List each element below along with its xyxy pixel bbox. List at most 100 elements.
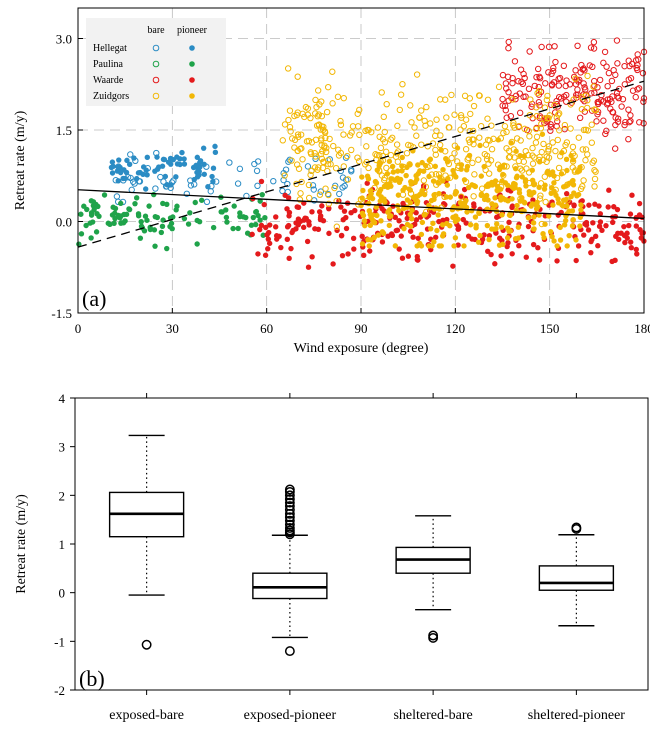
scatter-point bbox=[307, 171, 314, 179]
scatter-point bbox=[378, 89, 385, 96]
scatter-point bbox=[501, 123, 509, 130]
scatter-point bbox=[476, 134, 483, 141]
scatter-point bbox=[478, 185, 486, 192]
scatter-point bbox=[531, 181, 537, 188]
scatter-point bbox=[572, 67, 579, 74]
scatter-point bbox=[627, 117, 634, 125]
scatter-point bbox=[263, 224, 269, 231]
scatter-point bbox=[558, 171, 565, 177]
scatter-point bbox=[118, 220, 124, 226]
scatter-point bbox=[306, 219, 312, 225]
scatter-point bbox=[535, 99, 543, 106]
outlier-point bbox=[284, 522, 295, 533]
category-label-sheltered-bare: sheltered-bare bbox=[393, 708, 472, 723]
scatter-point bbox=[445, 124, 453, 131]
scatter-point bbox=[355, 158, 363, 165]
scatter-point bbox=[278, 244, 284, 251]
scatter-point bbox=[105, 220, 111, 226]
scatter-point bbox=[478, 191, 485, 197]
legend-marker-pioneer bbox=[189, 45, 195, 51]
scatter-point bbox=[433, 116, 440, 123]
scatter-point bbox=[520, 93, 527, 101]
scatter-point bbox=[627, 211, 634, 217]
scatter-point bbox=[432, 146, 439, 154]
scatter-point bbox=[442, 96, 449, 103]
scatter-point bbox=[390, 169, 397, 175]
scatter-point bbox=[254, 158, 262, 165]
scatter-point bbox=[305, 137, 313, 145]
scatter-point bbox=[285, 116, 292, 124]
scatter-point bbox=[290, 227, 296, 234]
scatter-point bbox=[626, 118, 633, 126]
scatter-point bbox=[563, 91, 570, 99]
scatter-point bbox=[481, 163, 487, 170]
scatter-ticks: 0 30 60 90 120 150 180 -1.5 0.0 1.5 3.0 bbox=[51, 32, 650, 337]
scatter-point bbox=[410, 234, 416, 240]
scatter-point bbox=[466, 95, 474, 102]
scatter-point bbox=[418, 141, 425, 148]
scatter-point bbox=[226, 159, 233, 166]
scatter-point bbox=[559, 202, 565, 208]
scatter-point bbox=[249, 231, 255, 238]
scatter-point bbox=[304, 111, 312, 118]
scatter-point bbox=[329, 100, 336, 107]
scatter-point bbox=[435, 212, 441, 218]
scatter-point bbox=[154, 154, 160, 160]
scatter-point bbox=[547, 228, 554, 235]
scatter-point bbox=[266, 240, 273, 247]
scatter-point bbox=[113, 193, 121, 200]
scatter-point bbox=[614, 206, 621, 213]
outlier-point bbox=[284, 519, 295, 530]
scatter-point bbox=[261, 201, 267, 208]
scatter-point bbox=[516, 109, 524, 117]
scatter-point bbox=[326, 230, 332, 237]
scatter-point bbox=[535, 87, 543, 95]
scatter-point bbox=[212, 149, 219, 156]
scatter-point bbox=[415, 257, 421, 263]
scatter-point bbox=[527, 96, 534, 103]
scatter-point bbox=[173, 174, 179, 180]
scatter-point bbox=[520, 158, 528, 165]
scatter-point bbox=[621, 223, 627, 230]
scatter-point bbox=[570, 177, 576, 184]
scatter-point bbox=[578, 207, 584, 213]
scatter-point bbox=[315, 164, 322, 171]
scatter-point bbox=[396, 106, 404, 114]
scatter-point bbox=[532, 139, 540, 146]
scatter-point bbox=[380, 113, 387, 121]
outlier-point bbox=[571, 522, 582, 533]
scatter-point bbox=[367, 248, 373, 254]
scatter-point bbox=[392, 214, 398, 221]
scatter-point bbox=[359, 233, 365, 240]
scatter-point bbox=[509, 74, 516, 82]
scatter-point bbox=[477, 232, 483, 239]
scatter-point bbox=[187, 182, 195, 189]
scatter-point bbox=[191, 176, 197, 183]
y-tick-label: 3 bbox=[59, 440, 66, 455]
scatter-point bbox=[464, 209, 470, 215]
scatter-point bbox=[628, 244, 635, 251]
scatter-point bbox=[504, 235, 511, 241]
scatter-point bbox=[409, 216, 415, 222]
scatter-point bbox=[478, 173, 485, 179]
scatter-point bbox=[581, 232, 587, 238]
scatter-point bbox=[578, 94, 585, 101]
scatter-point bbox=[575, 134, 583, 141]
scatter-point bbox=[265, 246, 271, 252]
scatter-point bbox=[316, 209, 323, 215]
scatter-point bbox=[566, 208, 572, 214]
scatter-point bbox=[111, 220, 117, 226]
x-tick-label: 0 bbox=[75, 321, 82, 336]
scatter-point bbox=[507, 112, 515, 120]
scatter-point bbox=[567, 101, 574, 108]
scatter-point bbox=[537, 192, 544, 199]
outlier-point bbox=[284, 490, 295, 501]
scatter-point bbox=[506, 212, 513, 218]
scatter-point bbox=[452, 218, 459, 225]
scatter-point bbox=[426, 157, 433, 164]
scatter-point bbox=[338, 204, 344, 210]
scatter-point bbox=[386, 158, 393, 165]
scatter-point bbox=[462, 145, 470, 153]
scatter-point bbox=[257, 217, 263, 223]
boxplot-y-axis-label: Retreat rate (m/y) bbox=[14, 494, 29, 594]
